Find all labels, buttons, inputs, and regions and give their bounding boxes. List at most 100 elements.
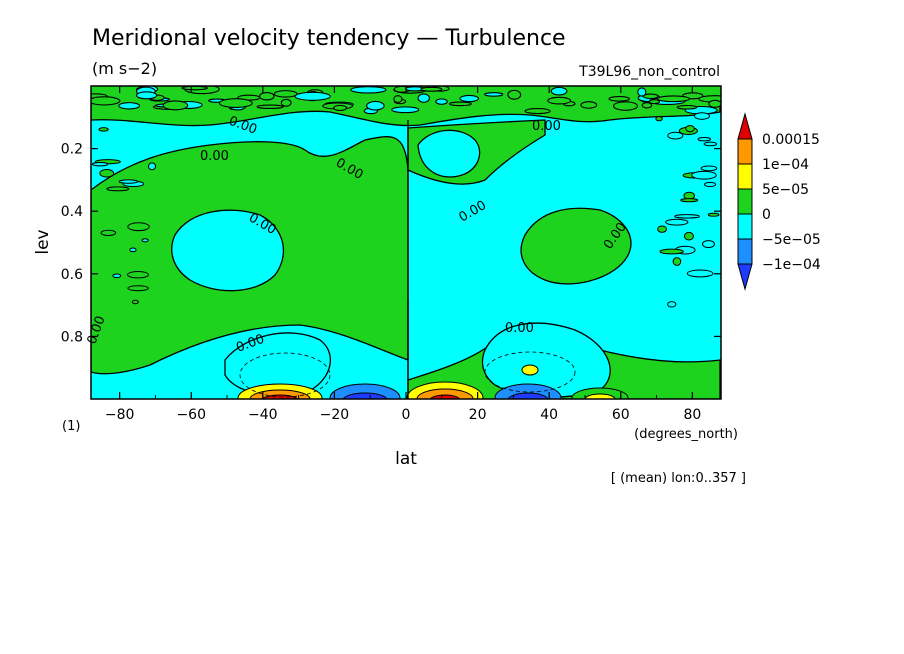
chart-title: Meridional velocity tendency — Turbulenc… — [92, 26, 566, 51]
edge-noise-contour — [127, 222, 150, 232]
edge-noise-contour — [697, 137, 712, 142]
region-cyan-southern-eddy — [171, 209, 284, 292]
edge-noise-contour — [683, 191, 695, 200]
edge-noise-contour — [98, 127, 109, 132]
noise-contour — [118, 102, 141, 110]
contour-dashed-north — [484, 351, 576, 393]
cell-positive-north-inner — [584, 393, 616, 399]
x-axis: −80 −60 −40 −20 0 20 40 60 80 — [105, 86, 701, 423]
edge-noise-contour — [127, 285, 149, 292]
x-tick-label: 0 — [402, 407, 411, 423]
colorbar-label: 0 — [762, 207, 771, 223]
noise-contour — [449, 101, 472, 107]
chart-units: (m s−2) — [92, 59, 157, 78]
edge-noise-contour — [99, 169, 115, 178]
y-tick-label: 0.6 — [61, 267, 83, 283]
cell-negative-north — [494, 383, 562, 399]
noise-contour — [507, 89, 522, 100]
edge-noise-contour — [704, 181, 717, 188]
edge-noise-contour — [691, 170, 717, 180]
edge-noise-contour — [655, 116, 663, 122]
colorbar-label: 5e−05 — [762, 182, 809, 198]
footnote: [ (mean) lon:0..357 ] — [611, 471, 746, 486]
colorbar-bottom-arrow — [737, 263, 753, 291]
colorbar-segment — [737, 213, 753, 240]
edge-noise-contour — [131, 299, 139, 305]
region-cyan-upper-north — [417, 129, 481, 178]
plot-area — [91, 86, 721, 399]
colorbar-segment — [737, 238, 753, 265]
noise-contour — [391, 106, 420, 114]
colorbar: 0.00015 1e−04 5e−05 0 −5e−05 −1e−04 — [737, 112, 821, 291]
noise-contour — [417, 93, 430, 103]
y-axis: 0.2 0.4 0.6 0.8 — [61, 142, 721, 345]
noise-contour — [420, 86, 443, 92]
x-tick-label: 60 — [612, 407, 630, 423]
edge-noise-contour — [683, 231, 694, 241]
noise-contour — [637, 87, 647, 97]
x-tick-label: −80 — [105, 407, 135, 423]
edge-noise-contour — [686, 269, 714, 278]
noise-contour — [608, 95, 630, 102]
noise-contour — [676, 104, 698, 110]
edge-noise-contour — [659, 248, 684, 255]
edge-noise-contour — [147, 162, 157, 171]
edge-noise-contour — [685, 125, 695, 133]
x-axis-title: lat — [395, 449, 417, 469]
colorbar-segment — [737, 163, 753, 190]
x-tick-label: 20 — [469, 407, 487, 423]
noise-contour — [280, 98, 292, 107]
noise-contour — [181, 86, 208, 91]
noise-contour — [136, 91, 158, 100]
edge-noise-contour — [667, 301, 677, 308]
noise-contour — [656, 95, 691, 103]
cell-small-positive — [521, 364, 539, 376]
edge-noise-contour — [106, 186, 130, 192]
edge-noise-contour — [129, 247, 137, 253]
contour-label: 0.00 — [505, 321, 534, 336]
y-tick-label: 0.8 — [61, 329, 83, 345]
noise-contour — [641, 102, 653, 109]
edge-noise-contour — [665, 218, 689, 226]
noise-contour — [524, 108, 551, 115]
noise-contour — [708, 99, 721, 108]
noise-contour — [218, 98, 253, 108]
contour-label: 0.00 — [532, 119, 561, 134]
noise-contour — [393, 95, 403, 103]
y-tick-label: 0.4 — [61, 204, 83, 220]
contour-label: 0.00 — [200, 149, 229, 164]
noise-contour — [435, 98, 448, 105]
edge-noise-contour — [127, 270, 149, 279]
edge-noise-contour — [700, 165, 718, 172]
x-tick-label: −40 — [248, 407, 278, 423]
noise-contour — [350, 86, 387, 94]
noise-contour — [547, 96, 572, 105]
colorbar-label: −1e−04 — [762, 257, 821, 273]
cell-negative-north-core — [507, 392, 549, 399]
experiment-label: T39L96_non_control — [578, 64, 720, 80]
colorbar-label: 1e−04 — [762, 157, 809, 173]
edge-noise-contour — [118, 179, 139, 184]
region-green-northern — [520, 207, 632, 285]
x-tick-label: 80 — [683, 407, 701, 423]
noise-contour — [580, 101, 598, 109]
colorbar-label: 0.00015 — [762, 132, 820, 148]
noise-contour — [91, 96, 121, 106]
x-tick-label: −60 — [176, 407, 206, 423]
noise-contour — [258, 92, 275, 101]
edge-noise-contour — [657, 225, 668, 233]
edge-noise-contour — [702, 240, 715, 249]
noise-contour — [484, 92, 504, 97]
noise-contour — [162, 100, 189, 111]
y-units-label: (1) — [62, 419, 80, 434]
y-axis-title: lev — [33, 229, 53, 254]
edge-noise-contour — [100, 229, 117, 237]
edge-noise-contour — [707, 212, 720, 217]
cell-negative-south-core — [342, 392, 388, 399]
noise-contour — [294, 91, 331, 101]
noisy-edge-contours — [91, 112, 720, 308]
colorbar-label: −5e−05 — [762, 232, 821, 248]
y-tick-label: 0.2 — [61, 142, 83, 158]
colorbar-top-arrow — [737, 112, 753, 140]
